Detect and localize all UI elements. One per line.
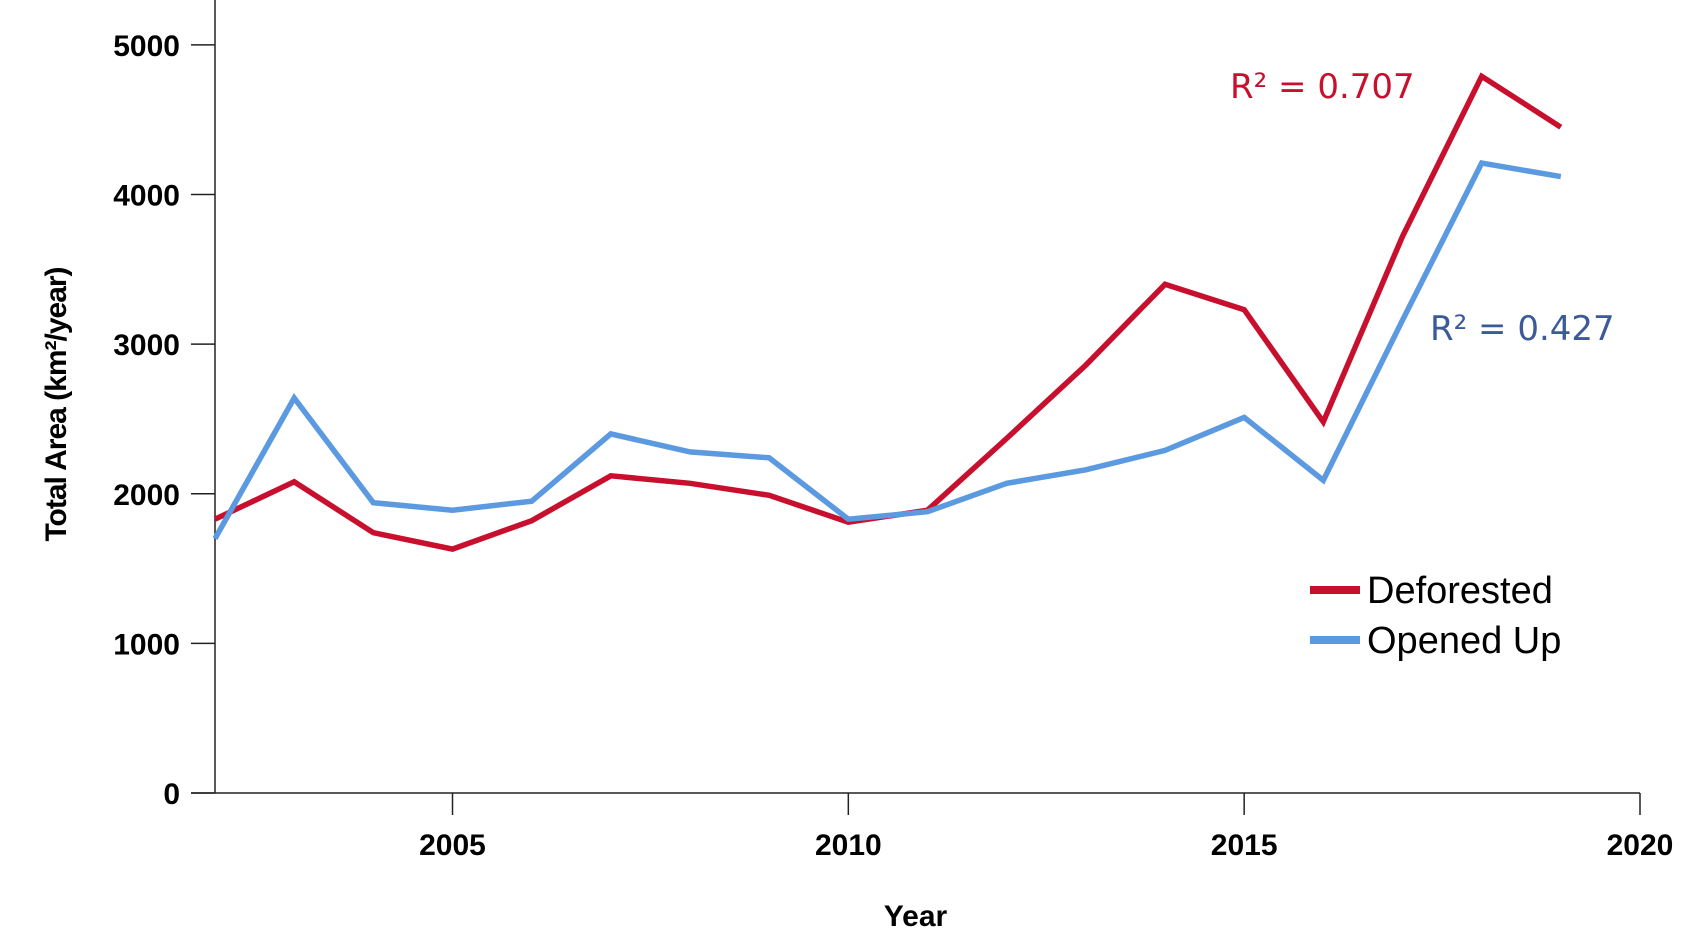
x-tick-label: 2015 bbox=[1211, 829, 1278, 862]
y-axis-ticks: 0 1000 2000 3000 4000 5000 bbox=[113, 30, 215, 811]
series-lines bbox=[212, 72, 1563, 552]
r-squared-deforested-annotation: R² = 0.707 bbox=[1230, 67, 1415, 107]
x-tick-label: 2010 bbox=[815, 829, 882, 862]
x-tick-label: 2020 bbox=[1607, 829, 1674, 862]
y-axis-title: Total Area (km²/year) bbox=[40, 267, 73, 541]
legend-label-opened-up: Opened Up bbox=[1367, 620, 1561, 662]
series-line-opened-up bbox=[212, 160, 1562, 540]
y-tick-label: 4000 bbox=[113, 180, 180, 213]
y-tick-label: 5000 bbox=[113, 30, 180, 63]
series-line-deforested bbox=[213, 72, 1563, 552]
legend-label-deforested: Deforested bbox=[1367, 570, 1553, 612]
x-axis-ticks: 2005 2010 2015 2020 bbox=[419, 793, 1673, 862]
y-tick-label: 2000 bbox=[113, 479, 180, 512]
y-tick-label: 3000 bbox=[113, 329, 180, 362]
legend: Deforested Opened Up bbox=[1310, 570, 1561, 662]
r-squared-opened-up-annotation: R² = 0.427 bbox=[1430, 309, 1615, 349]
x-axis-title: Year bbox=[884, 900, 948, 933]
y-tick-label: 0 bbox=[163, 778, 180, 811]
x-tick-label: 2005 bbox=[419, 829, 486, 862]
y-tick-label: 1000 bbox=[113, 628, 180, 661]
